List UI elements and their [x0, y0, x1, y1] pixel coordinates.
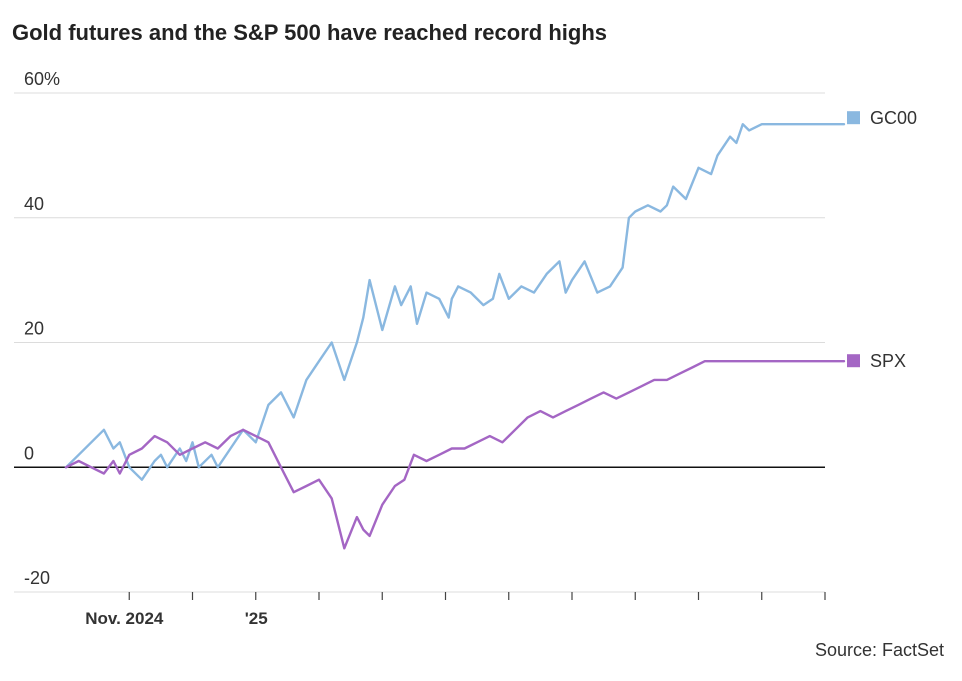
chart-title: Gold futures and the S&P 500 have reache… — [12, 20, 607, 45]
series-line-spx — [64, 360, 846, 550]
legend-swatch-gc00 — [847, 111, 860, 125]
y-tick-label: 40 — [24, 194, 44, 214]
y-axis-ticks: 60% 40 20 0 -20 — [24, 69, 60, 588]
x-tick-label: Nov. 2024 — [85, 609, 164, 628]
y-tick-label: 0 — [24, 443, 34, 463]
series-lines — [64, 122, 846, 550]
source-note: Source: FactSet — [814, 640, 944, 660]
gridlines — [14, 92, 825, 593]
legend-label-gc00: GC00 — [870, 108, 917, 128]
y-tick-label: 60% — [24, 69, 60, 89]
series-line-gc00 — [64, 122, 846, 481]
legend-swatch-spx — [847, 354, 860, 368]
legend: GC00 SPX — [847, 108, 917, 371]
x-tick-label: '25 — [245, 609, 268, 628]
x-axis: Nov. 2024 '25 — [85, 592, 826, 628]
legend-label-spx: SPX — [870, 351, 906, 371]
y-tick-label: 20 — [24, 319, 44, 339]
y-tick-label: -20 — [24, 568, 50, 588]
